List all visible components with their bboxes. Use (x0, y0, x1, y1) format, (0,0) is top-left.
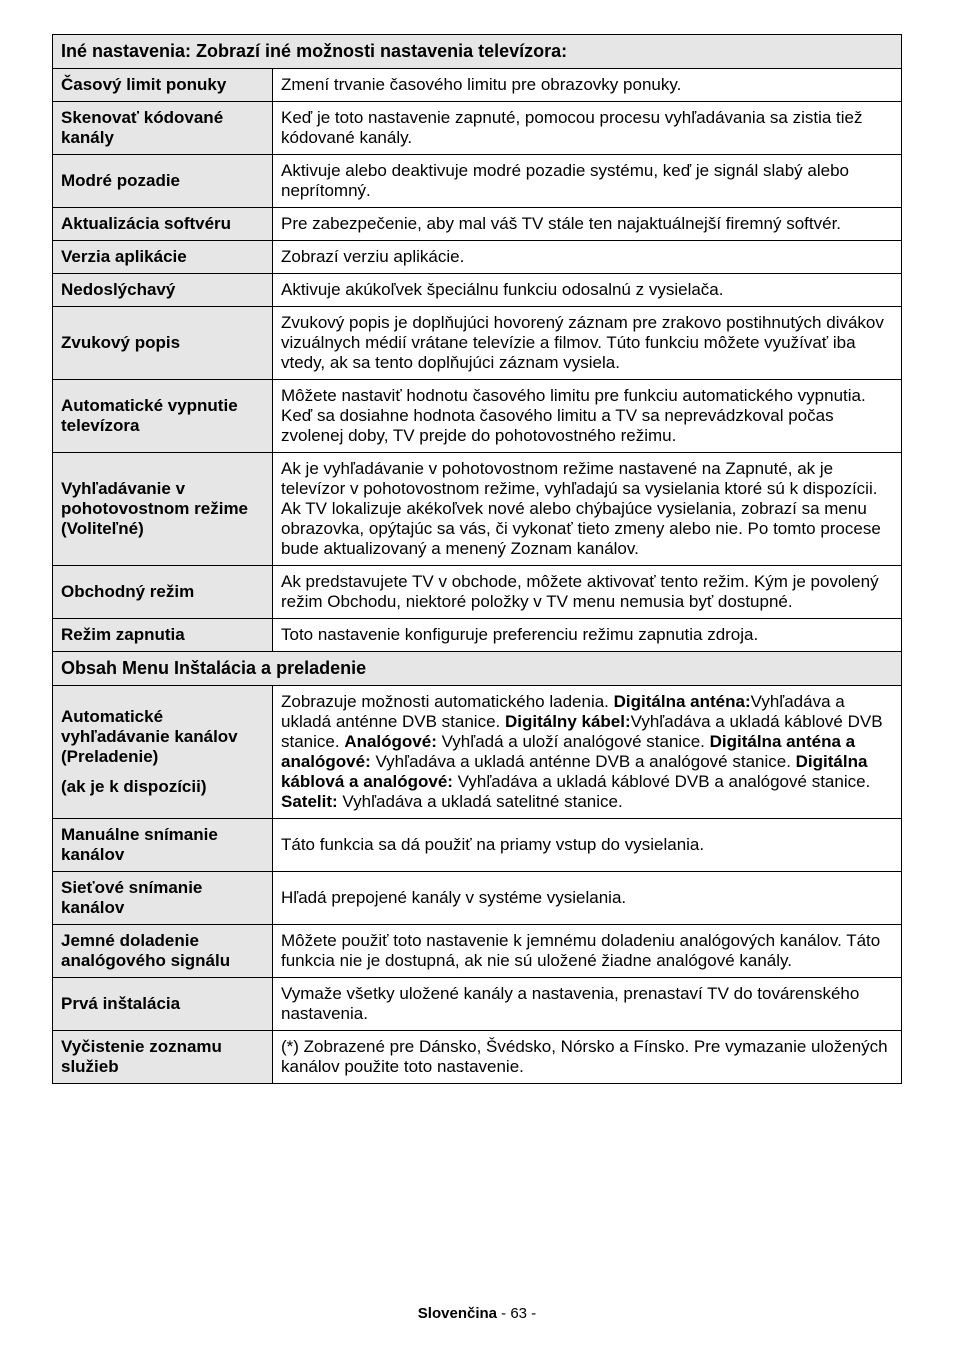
row-label: Obchodný režim (53, 566, 273, 619)
row-label-line: Automatické vyhľadávanie kanálov (Prelad… (61, 707, 264, 767)
row-label: Manuálne snímanie kanálov (53, 819, 273, 872)
row-label: Režim zapnutia (53, 619, 273, 652)
table-row: Časový limit ponukyZmení trvanie časovéh… (53, 69, 902, 102)
table-row: Aktualizácia softvéruPre zabezpečenie, a… (53, 208, 902, 241)
row-description: Ak predstavujete TV v obchode, môžete ak… (273, 566, 902, 619)
row-label: Jemné doladenie analógového signálu (53, 925, 273, 978)
row-label: Aktualizácia softvéru (53, 208, 273, 241)
row-description: Vymaže všetky uložené kanály a nastaveni… (273, 978, 902, 1031)
row-label: Prvá inštalácia (53, 978, 273, 1031)
row-description: Zobrazí verziu aplikácie. (273, 241, 902, 274)
row-description: Táto funkcia sa dá použiť na priamy vstu… (273, 819, 902, 872)
section-header: Obsah Menu Inštalácia a preladenie (53, 652, 902, 686)
settings-table: Iné nastavenia: Zobrazí iné možnosti nas… (52, 34, 902, 1084)
row-label: Nedoslýchavý (53, 274, 273, 307)
row-description: Môžete nastaviť hodnotu časového limitu … (273, 380, 902, 453)
row-description: Aktivuje akúkoľvek špeciálnu funkciu odo… (273, 274, 902, 307)
table-row: Automatické vyhľadávanie kanálov (Prelad… (53, 686, 902, 819)
table-row: Verzia aplikácieZobrazí verziu aplikácie… (53, 241, 902, 274)
row-label: Skenovať kódované kanály (53, 102, 273, 155)
table-row: Jemné doladenie analógového signáluMôžet… (53, 925, 902, 978)
section-header: Iné nastavenia: Zobrazí iné možnosti nas… (53, 35, 902, 69)
row-description: Ak je vyhľadávanie v pohotovostnom režim… (273, 453, 902, 566)
table-row: Sieťové snímanie kanálovHľadá prepojené … (53, 872, 902, 925)
row-description: Pre zabezpečenie, aby mal váš TV stále t… (273, 208, 902, 241)
row-label: Modré pozadie (53, 155, 273, 208)
row-description: Aktivuje alebo deaktivuje modré pozadie … (273, 155, 902, 208)
bold-term: Digitálny kábel: (505, 712, 631, 731)
table-row: Vyčistenie zoznamu služieb(*) Zobrazené … (53, 1031, 902, 1084)
row-label-line: (ak je k dispozícii) (61, 777, 264, 797)
row-description: Keď je toto nastavenie zapnuté, pomocou … (273, 102, 902, 155)
row-description: Zmení trvanie časového limitu pre obrazo… (273, 69, 902, 102)
row-description: Zvukový popis je doplňujúci hovorený záz… (273, 307, 902, 380)
table-row: NedoslýchavýAktivuje akúkoľvek špeciálnu… (53, 274, 902, 307)
table-row: Obchodný režimAk predstavujete TV v obch… (53, 566, 902, 619)
table-row: Modré pozadieAktivuje alebo deaktivuje m… (53, 155, 902, 208)
row-label: Automatické vypnutie televízora (53, 380, 273, 453)
row-label: Zvukový popis (53, 307, 273, 380)
row-description: Môžete použiť toto nastavenie k jemnému … (273, 925, 902, 978)
page-footer: Slovenčina - 63 - (0, 1305, 954, 1322)
row-description: (*) Zobrazené pre Dánsko, Švédsko, Nórsk… (273, 1031, 902, 1084)
row-description: Zobrazuje možnosti automatického ladenia… (273, 686, 902, 819)
footer-language: Slovenčina (418, 1305, 497, 1322)
row-label: Sieťové snímanie kanálov (53, 872, 273, 925)
table-row: Zvukový popisZvukový popis je doplňujúci… (53, 307, 902, 380)
table-row: Režim zapnutiaToto nastavenie konfiguruj… (53, 619, 902, 652)
bold-term: Analógové: (344, 732, 437, 751)
row-label: Verzia aplikácie (53, 241, 273, 274)
bold-term: Digitálna anténa: (614, 692, 751, 711)
page-container: Iné nastavenia: Zobrazí iné možnosti nas… (0, 0, 954, 1084)
row-label: Automatické vyhľadávanie kanálov (Prelad… (53, 686, 273, 819)
row-label: Vyhľadávanie v pohotovostnom režime (Vol… (53, 453, 273, 566)
row-label: Časový limit ponuky (53, 69, 273, 102)
footer-page-number: - 63 - (497, 1305, 536, 1322)
table-row: Skenovať kódované kanályKeď je toto nast… (53, 102, 902, 155)
row-description: Toto nastavenie konfiguruje preferenciu … (273, 619, 902, 652)
table-row: Automatické vypnutie televízoraMôžete na… (53, 380, 902, 453)
table-row: Prvá inštaláciaVymaže všetky uložené kan… (53, 978, 902, 1031)
table-row: Manuálne snímanie kanálovTáto funkcia sa… (53, 819, 902, 872)
bold-term: Satelit: (281, 792, 338, 811)
row-description: Hľadá prepojené kanály v systéme vysiela… (273, 872, 902, 925)
row-label: Vyčistenie zoznamu služieb (53, 1031, 273, 1084)
table-row: Vyhľadávanie v pohotovostnom režime (Vol… (53, 453, 902, 566)
